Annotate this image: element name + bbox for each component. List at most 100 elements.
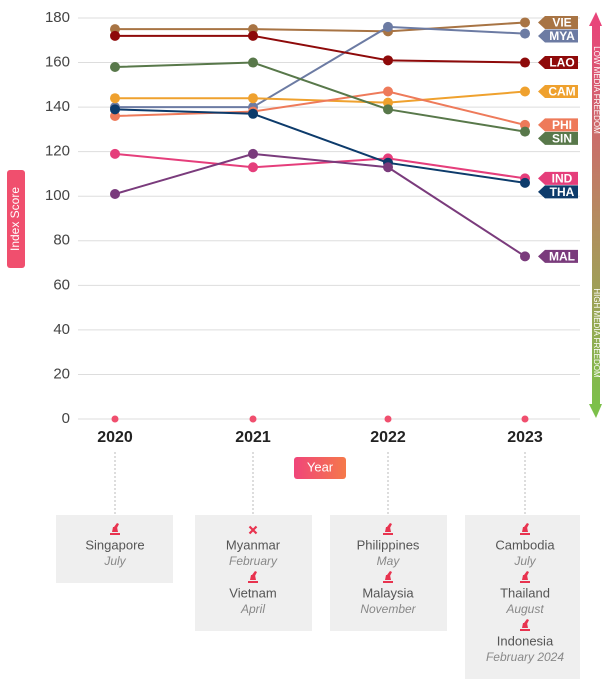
series-tag: [538, 131, 578, 145]
event-country: Singapore: [85, 537, 144, 552]
freedom-scale: [592, 24, 600, 406]
event-country: Thailand: [500, 585, 550, 600]
series-line: [115, 21, 526, 33]
event-country: Philippines: [357, 537, 420, 552]
legend-label: VIE: [552, 16, 571, 30]
event-month: November: [360, 602, 416, 616]
legend-label: MYA: [549, 29, 575, 43]
point: [383, 21, 393, 32]
x-label-box: [294, 457, 346, 479]
x-tick-label: 2022: [370, 429, 406, 446]
series-tag: [538, 185, 578, 199]
arrow-down: [589, 404, 602, 418]
point: [110, 62, 120, 73]
y-tick-label: 20: [53, 365, 70, 382]
point: [248, 148, 258, 159]
legend-label: MAL: [549, 250, 575, 264]
series-line: [114, 152, 526, 180]
point: [520, 177, 530, 188]
point: [520, 57, 530, 68]
y-tick-label: 80: [53, 232, 70, 249]
y-axis-label: Index Score: [8, 187, 22, 251]
y-tick-label: 180: [45, 9, 70, 26]
point: [520, 251, 530, 262]
event-country: Malaysia: [362, 585, 414, 600]
stamp-icon: [110, 523, 120, 535]
legend-label: IND: [552, 172, 573, 186]
point: [383, 55, 393, 66]
stamp-icon: [383, 571, 393, 583]
point: [110, 93, 120, 104]
series-line: [115, 25, 526, 109]
series-tag: [538, 171, 578, 185]
point: [248, 108, 258, 119]
stamp-icon: [383, 523, 393, 535]
cross-icon: [248, 525, 258, 535]
event-month: May: [377, 554, 401, 568]
series-tag: [538, 249, 578, 263]
arrow-up: [589, 12, 602, 26]
series-tag: [538, 118, 578, 132]
series-line: [114, 152, 526, 258]
year-dot: [521, 415, 529, 423]
event-month: February 2024: [486, 650, 564, 664]
x-tick-label: 2023: [507, 429, 543, 446]
point: [248, 93, 258, 104]
y-tick-label: 60: [53, 276, 70, 293]
series-tag: [538, 85, 578, 99]
event-month: February: [229, 554, 278, 568]
y-tick-label: 0: [62, 410, 70, 427]
event-month: April: [240, 602, 265, 616]
x-tick-label: 2020: [97, 429, 133, 446]
legend-label: PHI: [552, 118, 572, 132]
point: [520, 126, 530, 137]
x-axis-label: Year: [307, 459, 334, 474]
bottom-note: HIGH MEDIA FREEDOM: [592, 288, 601, 378]
year-dot: [384, 415, 392, 423]
legend-label: THA: [550, 185, 575, 199]
y-tick-label: 160: [45, 54, 70, 71]
point: [248, 30, 258, 41]
event-month: August: [505, 602, 544, 616]
point: [110, 104, 120, 115]
y-label-box: [7, 170, 25, 268]
y-tick-label: 40: [53, 321, 70, 338]
series-line: [115, 90, 526, 104]
series-line: [114, 90, 526, 126]
point: [110, 188, 120, 199]
year-dot: [249, 415, 257, 423]
point: [383, 162, 393, 173]
series-line: [114, 108, 526, 184]
legend-label: CAM: [548, 85, 575, 99]
point: [110, 148, 120, 159]
point: [520, 86, 530, 97]
point: [520, 17, 530, 28]
event-country: Myanmar: [226, 537, 281, 552]
event-country: Vietnam: [229, 585, 276, 600]
y-tick-label: 100: [45, 187, 70, 204]
year-dot: [111, 415, 119, 423]
point: [110, 30, 120, 41]
stamp-icon: [520, 619, 530, 631]
stamp-icon: [520, 571, 530, 583]
event-month: July: [103, 554, 126, 568]
series-tag: [538, 15, 578, 29]
series-tag: [538, 29, 578, 43]
series-tag: [538, 56, 578, 70]
event-box: [56, 515, 173, 583]
x-tick-label: 2021: [235, 429, 271, 446]
point: [520, 28, 530, 39]
top-note: LOW MEDIA FREEDOM: [592, 46, 601, 134]
event-country: Indonesia: [497, 633, 554, 648]
y-tick-label: 120: [45, 143, 70, 160]
point: [383, 86, 393, 97]
y-tick-label: 140: [45, 98, 70, 115]
stamp-icon: [248, 571, 258, 583]
point: [248, 57, 258, 68]
point: [383, 104, 393, 115]
event-country: Cambodia: [495, 537, 555, 552]
point: [248, 162, 258, 173]
series-line: [115, 34, 526, 64]
stamp-icon: [520, 523, 530, 535]
